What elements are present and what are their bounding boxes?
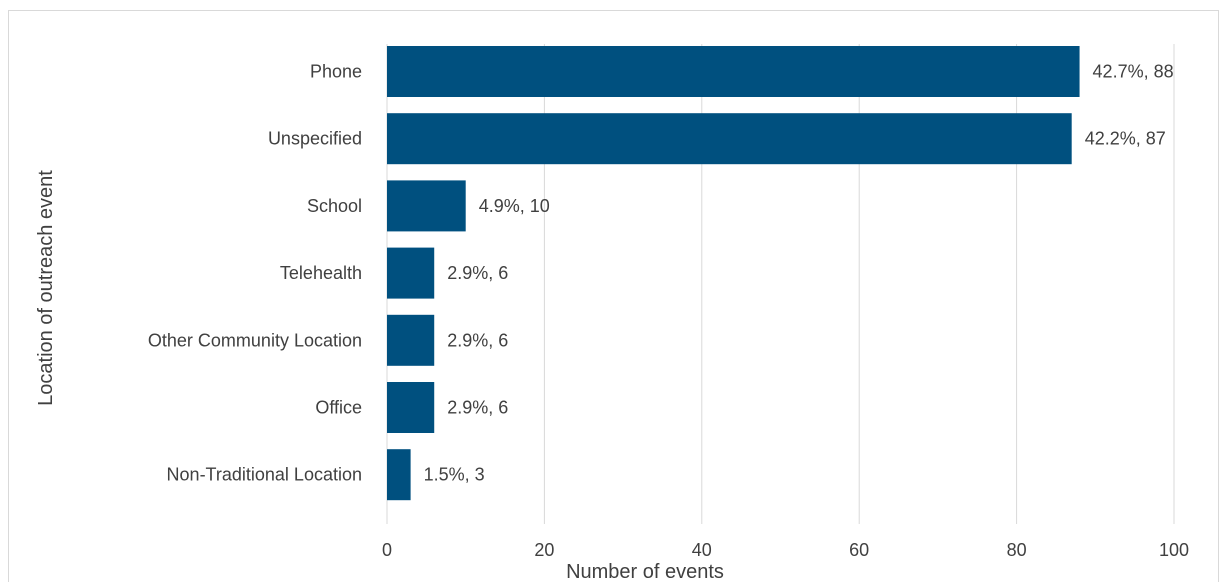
bar (387, 314, 435, 366)
category-label: Non-Traditional Location (167, 465, 362, 485)
data-label: 2.9%, 6 (447, 330, 508, 350)
x-tick-label: 100 (1159, 540, 1189, 560)
bar (387, 180, 466, 232)
category-label: Telehealth (280, 263, 362, 283)
chart-frame (8, 10, 1219, 582)
data-label: 4.9%, 10 (479, 196, 550, 216)
data-label: 1.5%, 3 (424, 465, 485, 485)
data-label: 42.2%, 87 (1085, 129, 1166, 149)
data-label: 2.9%, 6 (447, 263, 508, 283)
category-label: Other Community Location (148, 330, 362, 350)
bar (387, 449, 411, 501)
x-tick-label: 40 (692, 540, 712, 560)
x-tick-label: 20 (534, 540, 554, 560)
data-labels: 42.7%, 88 42.2%, 87 4.9%, 10 2.9%, 6 2.9%, 6… (424, 62, 1174, 485)
bar (387, 382, 435, 433)
bar (387, 247, 435, 299)
category-label: Office (315, 398, 362, 418)
x-tick-labels: 0 20 40 60 80 100 (382, 540, 1189, 560)
x-tick-label: 80 (1007, 540, 1027, 560)
category-labels: Phone Unspecified School Telehealth Other Co… (148, 62, 362, 485)
category-label: School (307, 196, 362, 216)
category-label: Unspecified (268, 129, 362, 149)
x-tick-label: 60 (849, 540, 869, 560)
bar (387, 113, 1072, 165)
bars (387, 46, 1080, 501)
data-label: 2.9%, 6 (447, 398, 508, 418)
bar (387, 46, 1080, 97)
x-tick-label: 0 (382, 540, 392, 560)
y-axis-title: Location of outreach event (35, 170, 57, 406)
data-label: 42.7%, 88 (1093, 62, 1174, 82)
category-label: Phone (310, 62, 362, 82)
x-axis-title: Number of events (566, 561, 724, 582)
